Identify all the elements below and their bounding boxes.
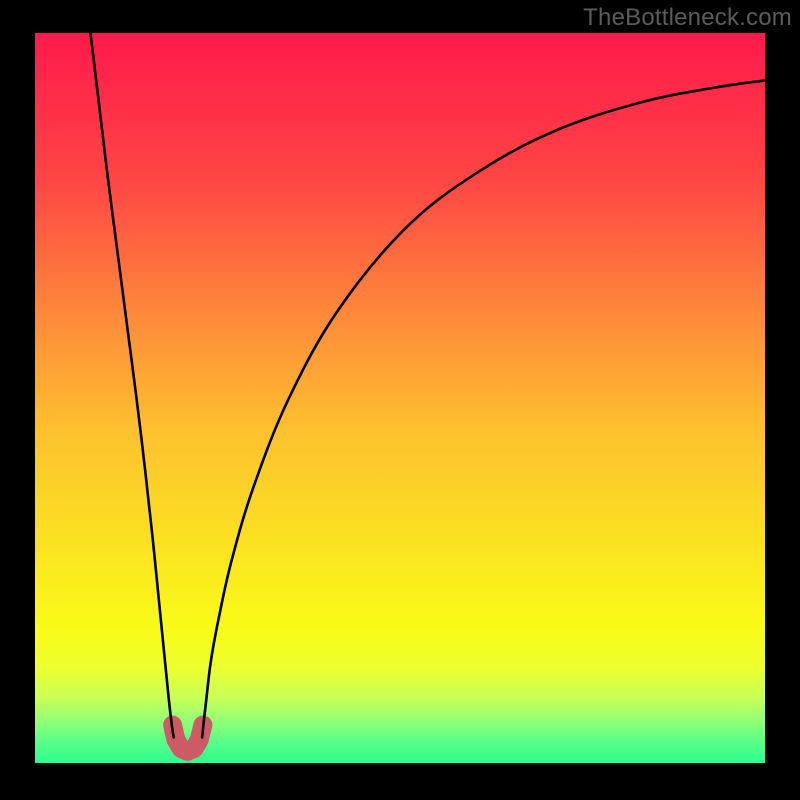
- chart-container: { "watermark": { "text": "TheBottleneck.…: [0, 0, 800, 800]
- gradient-background: [35, 33, 765, 763]
- bottleneck-chart: [0, 0, 800, 800]
- watermark-text: TheBottleneck.com: [583, 4, 792, 32]
